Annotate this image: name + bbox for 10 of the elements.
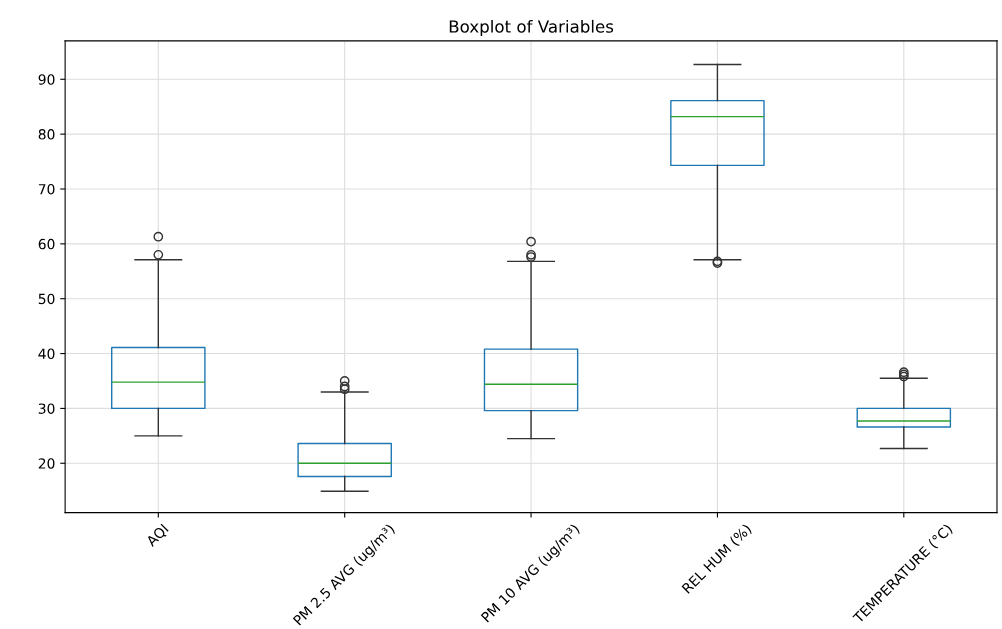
y-tick-label: 30 [38, 403, 55, 414]
y-tick-label: 80 [38, 129, 55, 140]
y-tick-label: 40 [38, 348, 55, 360]
y-tick-label: 20 [38, 458, 55, 469]
y-tick-label: 90 [38, 74, 55, 85]
y-tick-label: 60 [38, 238, 55, 250]
chart-title: Boxplot of Variables [449, 19, 614, 37]
x-tick-label: AQI [145, 523, 170, 549]
y-tick-label: 50 [38, 293, 55, 305]
y-tick-label: 70 [38, 183, 55, 195]
